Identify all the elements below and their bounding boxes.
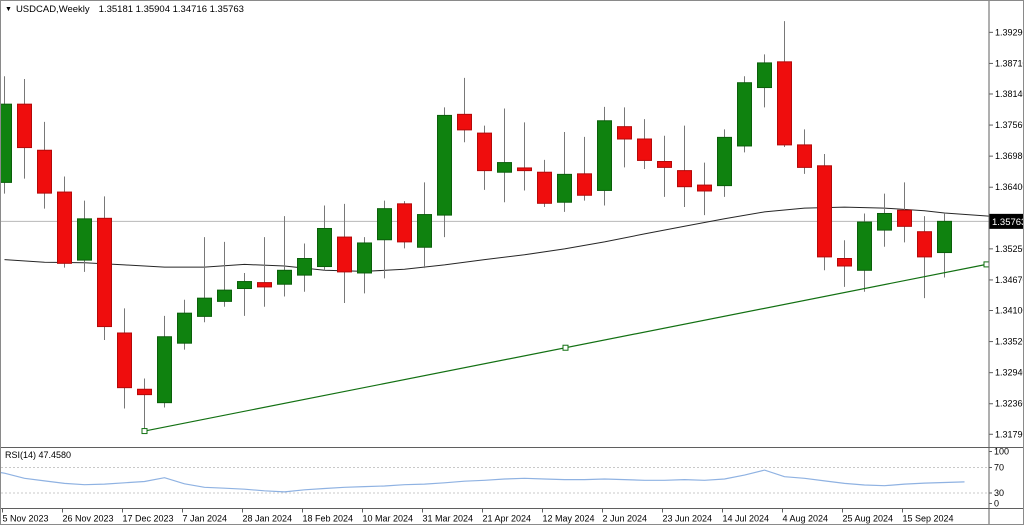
trend-line-handle-1[interactable] — [562, 344, 569, 351]
candle-up — [717, 136, 732, 187]
current-price-tag — [989, 213, 1023, 229]
price-axis-label: 1.38710 — [995, 58, 1024, 68]
candle-down — [797, 144, 812, 168]
candle-up — [157, 336, 172, 404]
candle-down — [617, 126, 632, 140]
candle-down — [777, 61, 792, 146]
rsi-scale-label: 70 — [994, 463, 1004, 473]
rsi-scale-label: 30 — [994, 488, 1004, 498]
price-axis-label: 1.34100 — [995, 305, 1024, 315]
date-axis-label: 15 Sep 2024 — [903, 514, 954, 524]
price-axis-label: 1.37560 — [995, 120, 1024, 130]
date-axis-label: 5 Nov 2023 — [3, 514, 49, 524]
candle-up — [1, 103, 12, 183]
candle-down — [57, 191, 72, 264]
price-axis-label: 1.38140 — [995, 89, 1024, 99]
candle-up — [557, 173, 572, 203]
candle-down — [257, 282, 272, 288]
candle-up — [937, 220, 952, 254]
date-axis-label: 2 Jun 2024 — [603, 514, 648, 524]
candle-down — [137, 388, 152, 396]
price-axis-label: 1.34670 — [995, 275, 1024, 285]
candle-down — [97, 217, 112, 328]
candle-up — [197, 297, 212, 317]
trend-line-handle-2[interactable] — [983, 261, 990, 268]
symbol-title-bar: ▼ USDCAD,Weekly 1.35181 1.35904 1.34716 1.… — [5, 4, 244, 15]
candle-down — [637, 138, 652, 161]
candle-down — [517, 167, 532, 172]
candle-down — [577, 173, 592, 196]
candle-up — [757, 62, 772, 89]
date-axis-label: 14 Jul 2024 — [723, 514, 770, 524]
candle-down — [697, 184, 712, 192]
candle-down — [457, 113, 472, 131]
candle-down — [677, 170, 692, 188]
candle-down — [477, 132, 492, 172]
candle-up — [177, 312, 192, 344]
rsi-indicator-label: RSI(14) 47.4580 — [5, 450, 71, 461]
date-axis-label: 28 Jan 2024 — [243, 514, 293, 524]
current-price-tag-label: 1.35763 — [992, 217, 1024, 228]
candle-down — [337, 236, 352, 273]
price-axis-label: 1.33520 — [995, 337, 1024, 347]
candle-up — [377, 208, 392, 241]
candle-up — [417, 214, 432, 248]
candle-up — [317, 227, 332, 268]
price-axis-label: 1.39290 — [995, 27, 1024, 37]
candle-down — [817, 165, 832, 258]
candle-down — [897, 209, 912, 227]
price-axis-label: 1.36400 — [995, 182, 1024, 192]
candle-up — [737, 82, 752, 147]
candle-up — [77, 218, 92, 261]
date-axis-label: 12 May 2024 — [543, 514, 595, 524]
trend-line-handle-0[interactable] — [141, 428, 148, 435]
candle-down — [917, 231, 932, 258]
price-axis-label: 1.32360 — [995, 399, 1024, 409]
price-axis-label: 1.31790 — [995, 429, 1024, 439]
date-axis-label: 25 Aug 2024 — [843, 514, 894, 524]
candle-down — [537, 171, 552, 204]
date-axis-label: 7 Jan 2024 — [183, 514, 228, 524]
candle-down — [657, 161, 672, 168]
date-axis-label: 4 Aug 2024 — [783, 514, 829, 524]
rsi-scale-label: 100 — [994, 447, 1009, 457]
symbol-timeframe-label: USDCAD,Weekly — [15, 4, 90, 15]
date-axis-label: 26 Nov 2023 — [63, 514, 114, 524]
candle-down — [117, 332, 132, 389]
price-axis-label: 1.32940 — [995, 368, 1024, 378]
date-axis-label: 23 Jun 2024 — [663, 514, 713, 524]
rsi-scale-label: 0 — [994, 499, 999, 509]
candle-up — [437, 114, 452, 216]
candle-up — [497, 162, 512, 173]
candle-up — [217, 289, 232, 302]
date-axis-label: 17 Dec 2023 — [123, 514, 174, 524]
candle-up — [237, 281, 252, 290]
rsi-line — [1, 469, 965, 493]
candle-up — [357, 242, 372, 274]
candle-up — [277, 269, 292, 285]
candle-down — [397, 203, 412, 243]
candle-up — [857, 221, 872, 271]
dropdown-triangle-icon[interactable]: ▼ — [5, 6, 12, 13]
candle-down — [37, 149, 52, 194]
price-axis-label: 1.35250 — [995, 244, 1024, 254]
candle-up — [877, 212, 892, 231]
rsi-name: RSI(14) — [5, 450, 37, 460]
ma-line — [4, 206, 991, 272]
date-axis-label: 31 Mar 2024 — [423, 514, 474, 524]
candle-down — [17, 103, 32, 149]
rsi-value: 47.4580 — [38, 450, 72, 460]
candle-up — [597, 120, 612, 191]
date-axis-label: 21 Apr 2024 — [483, 514, 532, 524]
price-axis-label: 1.36980 — [995, 151, 1024, 161]
date-axis-label: 10 Mar 2024 — [363, 514, 414, 524]
candle-down — [837, 258, 852, 267]
candle-up — [297, 258, 312, 276]
ohlc-readout: 1.35181 1.35904 1.34716 1.35763 — [98, 4, 244, 15]
date-axis-label: 18 Feb 2024 — [303, 514, 354, 524]
